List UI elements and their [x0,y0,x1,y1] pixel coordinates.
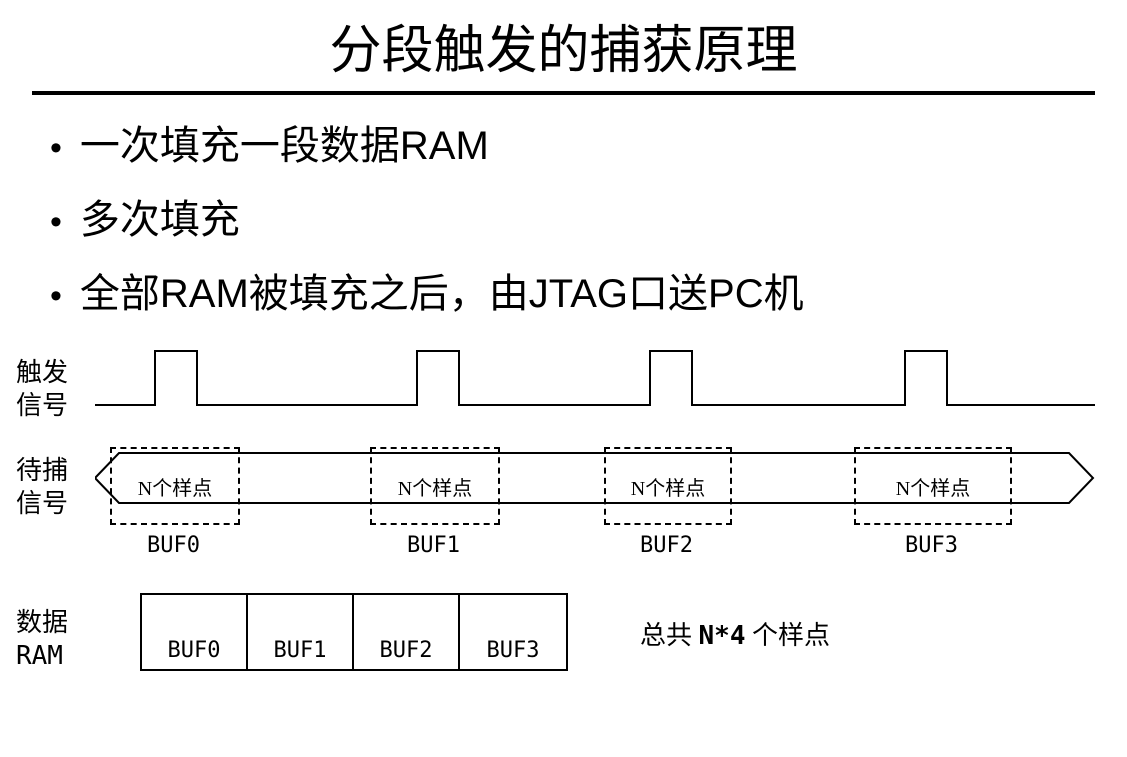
sample-count-label: N个样点 [398,449,472,523]
label-data-ram: 数据 RAM [16,607,68,672]
total-prefix: 总共 [640,621,699,650]
page-title: 分段触发的捕获原理 [0,0,1127,89]
bullet-item: • 全部RAM被填充之后，由JTAG口送PC机 [50,261,1127,319]
sample-count-label: N个样点 [631,449,705,523]
total-samples-label: 总共 N*4 个样点 [640,615,830,652]
label-data-text: 数据 [16,608,68,637]
ram-cell: BUF1 [248,595,354,669]
sample-box: N个样点 [370,447,500,525]
total-mid: N*4 [699,621,746,651]
bullet-dot-icon: • [50,279,62,313]
label-ram-text: RAM [16,641,63,671]
ram-cell: BUF3 [460,595,566,669]
sample-count-label: N个样点 [896,449,970,523]
buffer-label: BUF3 [905,533,958,558]
buffer-label: BUF2 [640,533,693,558]
label-trigger-signal: 触发 信号 [16,357,68,422]
sample-box: N个样点 [854,447,1012,525]
trigger-waveform [95,343,1105,423]
buffer-label: BUF0 [147,533,200,558]
buffer-label: BUF1 [407,533,460,558]
ram-buffer-row: BUF0BUF1BUF2BUF3 [140,593,568,671]
sample-count-label: N个样点 [138,449,212,523]
total-suffix: 个样点 [745,621,830,650]
diagram-area: 触发 信号 待捕 信号 N个样点 BUF0 N个样点 BUF1 N个样点 BUF2 N个样点… [0,335,1127,735]
bullet-list: • 一次填充一段数据RAM • 多次填充 • 全部RAM被填充之后，由JTAG口… [0,107,1127,319]
ram-cell: BUF0 [142,595,248,669]
sample-box: N个样点 [110,447,240,525]
bullet-text: 一次填充一段数据RAM [80,113,489,171]
sample-box: N个样点 [604,447,732,525]
label-capture-signal: 待捕 信号 [16,455,68,520]
bullet-dot-icon: • [50,205,62,239]
bullet-item: • 多次填充 [50,187,1127,245]
ram-cell: BUF2 [354,595,460,669]
bullet-text: 全部RAM被填充之后，由JTAG口送PC机 [80,261,804,319]
bullet-dot-icon: • [50,131,62,165]
bullet-item: • 一次填充一段数据RAM [50,113,1127,171]
title-divider [32,91,1095,95]
bullet-text: 多次填充 [80,187,240,245]
